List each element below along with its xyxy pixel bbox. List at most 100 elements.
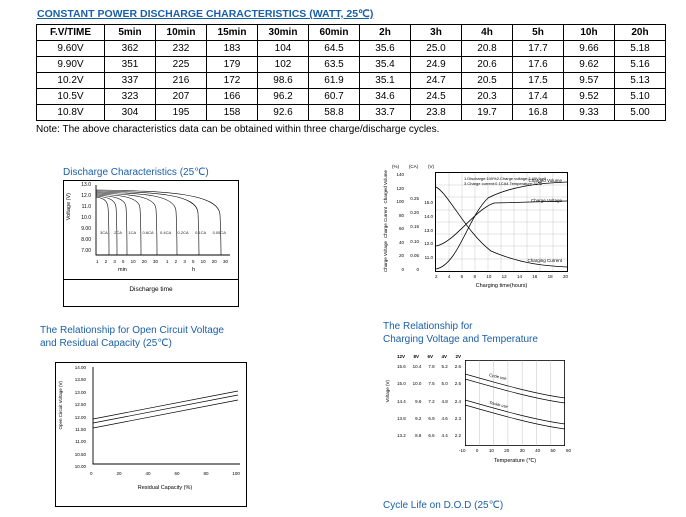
scale-header: 12V (397, 354, 406, 359)
charging-temp-plot (465, 360, 565, 446)
x-tick-label: 30 (519, 448, 525, 453)
column-header: F.V/TIME (36, 24, 105, 41)
table-header-row: F.V/TIME 5min 10min 15min 30min 60min 2h 3h 4h 5h… (36, 24, 666, 41)
x-tick-label: 4 (447, 274, 451, 279)
cell: 20.5 (461, 72, 513, 89)
cell: 225 (155, 56, 207, 73)
y-tick-label: 11.0 (81, 204, 91, 210)
charge-current-axis-label: Charge Current (383, 206, 388, 238)
page-title: CONSTANT POWER DISCHARGE CHARACTERISTICS… (37, 8, 374, 20)
y-tick-label: 12.0 (81, 193, 91, 199)
column-header: 2h (359, 24, 411, 41)
y-tick-label: 10.00 (74, 464, 86, 469)
scale-12v-ticks: 15.6 15.0 14.4 13.8 13.2 (397, 364, 406, 438)
cell: 5.00 (614, 104, 666, 121)
x-tick-label: 2 (104, 259, 108, 264)
legend-line: 2.Charge voltage:2.40V/cell (496, 176, 546, 181)
cell: 232 (155, 40, 207, 57)
y-tick-label: 0 (416, 266, 419, 272)
rate-label: 2CA (114, 230, 122, 235)
table-row: 9.60V 362 232 183 104 64.5 35.6 25.0 20.8 17.7 9.6… (36, 40, 666, 57)
charged-volume-curve-label: Charged Volume (528, 178, 562, 183)
charging-temp-ylabel: Voltage (V) (385, 380, 390, 403)
x-tick-label: 10 (488, 448, 494, 453)
column-header: 30min (257, 24, 309, 41)
cell: 5.10 (614, 88, 666, 105)
y-tick-label: 14.0 (424, 213, 433, 219)
y-tick-label: 13.2 (397, 433, 406, 438)
y-tick-label: 100 (396, 199, 404, 205)
cell: 35.4 (359, 56, 411, 73)
discharge-unit-min: min (118, 267, 127, 273)
column-header: 20h (614, 24, 666, 41)
y-tick-label: 11.0 (424, 255, 433, 260)
cell: 24.5 (410, 88, 462, 105)
ocv-chart: Open Circuit Voltage (V) 14.00 13.50 13.00… (55, 362, 247, 507)
cell: 25.0 (410, 40, 462, 57)
y-tick-label: 0.25 (410, 196, 419, 201)
column-header: 5min (104, 24, 156, 41)
scale-4v-ticks: 5.2 5.0 4.8 4.6 4.4 (442, 364, 448, 438)
y-tick-label: 4.8 (441, 398, 448, 404)
charged-volume-ticks: 140 120 100 80 60 40 20 0 (392, 172, 404, 272)
charge-curves-plot (436, 173, 567, 271)
y-tick-label: 13.8 (397, 415, 406, 421)
y-tick-label: 11.50 (75, 426, 86, 432)
charge-axis-names: Charged Volume Charge Current Charge Vol… (383, 170, 388, 272)
x-tick-label: 2 (435, 274, 438, 279)
rate-label: 0.1CA (195, 230, 207, 235)
x-tick-label: 60 (174, 471, 180, 476)
cell: 63.5 (308, 56, 360, 73)
voltage-scale-headers: 12V 8V 6V 4V 2V (397, 354, 461, 359)
x-tick-label: 5 (121, 259, 125, 264)
column-header: 10min (155, 24, 207, 41)
y-tick-label: 120 (396, 185, 404, 191)
cell: 9.33 (563, 104, 615, 121)
y-tick-label: 9.00 (81, 226, 91, 232)
x-tick-label: 1 (96, 259, 99, 264)
charging-temp-xlabel: Temperature (℃) (493, 458, 537, 464)
cell: 158 (206, 104, 258, 121)
x-tick-label: 20 (141, 259, 147, 264)
cell: 35.6 (359, 40, 411, 57)
cell: 323 (104, 88, 156, 105)
legend-line: 1.Discharge:100% (464, 176, 497, 181)
ocv-xticks: 0 20 40 60 80 100 (90, 471, 240, 476)
ocv-chart-title: The Relationship for Open Circuit Voltag… (40, 324, 224, 350)
cell: 19.7 (461, 104, 513, 121)
discharge-xticks-min: 1 2 3 5 10 20 30 (96, 259, 158, 264)
cell: 58.8 (308, 104, 360, 121)
y-tick-label: 0 (401, 266, 404, 272)
cell: 17.5 (512, 72, 564, 89)
cell: 351 (104, 56, 156, 73)
cell: 9.66 (563, 40, 615, 57)
cell: 9.52 (563, 88, 615, 105)
column-header: 5h (512, 24, 564, 41)
x-tick-label: 40 (145, 471, 151, 476)
y-tick-label: 9.6 (415, 398, 422, 404)
y-tick-label: 12.50 (74, 402, 86, 408)
discharge-curves-plot (95, 185, 230, 256)
ocv-title-line1: The Relationship for Open Circuit Voltag… (40, 325, 224, 336)
y-tick-label: 7.2 (428, 398, 435, 404)
cell: 9.57 (563, 72, 615, 89)
x-tick-label: 8 (473, 274, 476, 279)
y-tick-label: 11.00 (75, 439, 86, 445)
cell: 172 (206, 72, 258, 89)
y-tick-label: 10.0 (412, 381, 422, 387)
y-tick-label: 40 (398, 239, 404, 245)
x-tick-label: 16 (532, 274, 538, 279)
cell: 179 (206, 56, 258, 73)
discharge-xticks-h: 1 2 3 5 10 20 30 (166, 259, 228, 264)
cycle-life-title: Cycle Life on D.O.D (25℃) (383, 500, 504, 511)
charged-volume-axis-label: Charged Volume (383, 170, 388, 204)
x-tick-label: 14 (516, 274, 522, 279)
cell: 98.6 (257, 72, 309, 89)
x-tick-label: 40 (535, 448, 541, 453)
row-header: 9.60V (36, 40, 105, 57)
table-note: Note: The above characteristics data can… (36, 124, 440, 135)
column-header: 60min (308, 24, 360, 41)
discharge-rate-labels: 3CA 2CA 1CA 0.6CA 0.4CA 0.2CA 0.1CA 0.05CA (100, 230, 226, 235)
y-tick-label: 2.6 (454, 364, 461, 369)
column-header: 10h (563, 24, 615, 41)
